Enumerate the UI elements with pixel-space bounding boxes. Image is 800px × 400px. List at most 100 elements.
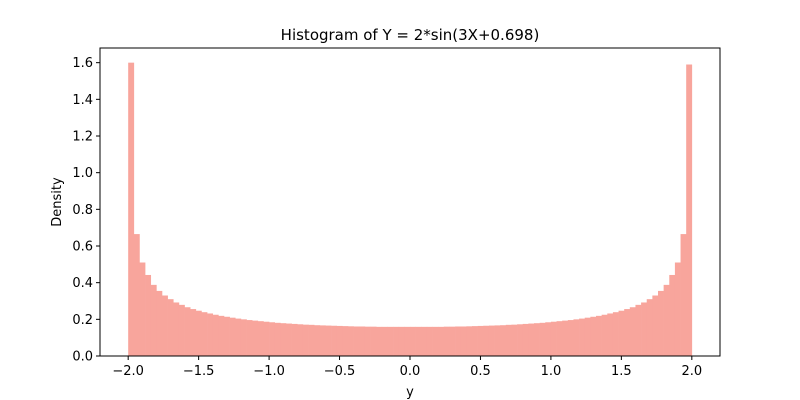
histogram-bar [297, 324, 304, 356]
histogram-bar [252, 320, 259, 356]
histogram-bar [646, 299, 653, 356]
histogram-bar [562, 320, 569, 356]
histogram-bar [528, 323, 535, 356]
y-tick-label: 0.6 [72, 240, 93, 255]
histogram-bar [218, 315, 225, 356]
histogram-bar [438, 326, 445, 356]
histogram-bar [590, 316, 597, 356]
histogram-bar [443, 326, 450, 356]
histogram-bar [376, 326, 383, 356]
histogram-bar [263, 321, 270, 356]
histogram-bar [319, 325, 326, 356]
x-tick-label: −0.5 [324, 364, 356, 379]
histogram-bar [432, 326, 439, 356]
histogram-bar [567, 320, 574, 356]
histogram-bar [393, 326, 400, 356]
histogram-bar [579, 318, 586, 356]
x-tick-label: −1.0 [253, 364, 285, 379]
histogram-bar [359, 326, 366, 356]
histogram-bar [150, 284, 157, 356]
histogram-bar [556, 321, 563, 356]
histogram-bar [511, 324, 518, 356]
histogram-bar [629, 307, 636, 356]
histogram-bar [421, 326, 428, 356]
histogram-bar [302, 324, 309, 356]
x-tick-label: −1.5 [183, 364, 215, 379]
histogram-bar [680, 234, 687, 356]
histogram-bar [398, 326, 405, 356]
histogram-bar [404, 326, 411, 356]
x-axis-label: y [406, 385, 414, 400]
histogram-bar [550, 321, 557, 356]
histogram-bar [269, 322, 276, 356]
plot-frame [99, 47, 721, 357]
histogram-bar [539, 322, 546, 356]
y-tick-label: 0.4 [72, 276, 93, 291]
histogram-bar [534, 323, 540, 356]
histogram-bar [596, 315, 602, 356]
y-tick-label: 1.2 [72, 130, 93, 145]
histogram-bar [195, 310, 202, 356]
histogram-bar [669, 274, 676, 356]
histogram-bar [178, 304, 185, 356]
histogram-bar [162, 295, 168, 356]
histogram-bar [477, 325, 484, 356]
histogram-bar [139, 262, 146, 356]
histogram-bar [494, 325, 501, 356]
histogram-bar [224, 316, 230, 356]
y-axis-label: Density [50, 177, 65, 227]
histogram-bar [573, 319, 580, 356]
histogram-bar [483, 325, 490, 356]
histogram-bar [686, 64, 693, 356]
histogram-bar [663, 284, 670, 356]
histogram-bar [601, 314, 608, 356]
y-tick-label: 1.0 [72, 166, 93, 181]
histogram-bar [274, 322, 281, 356]
histogram-bar [635, 304, 642, 356]
histogram-bar [167, 299, 174, 356]
histogram-bar [229, 317, 236, 356]
histogram-bar [173, 302, 180, 356]
histogram-bar [612, 312, 619, 356]
histogram-bar [207, 313, 214, 356]
histogram-bar [331, 325, 338, 356]
chart-title: Histogram of Y = 2*sin(3X+0.698) [281, 26, 540, 44]
histogram-bar [353, 326, 360, 356]
histogram-bar [387, 326, 394, 356]
histogram-bar [212, 314, 219, 356]
histogram-bar [342, 326, 349, 356]
x-tick-label: 0.5 [470, 364, 491, 379]
histogram-bar [291, 323, 298, 356]
histogram-bar [472, 326, 478, 356]
y-tick-label: 0.2 [72, 313, 93, 328]
histogram-bar [500, 325, 507, 356]
histogram-bar [584, 317, 591, 356]
histogram-bar [336, 325, 343, 356]
histogram-bar [308, 324, 315, 356]
histogram-bar [652, 295, 659, 356]
x-tick-label: 1.5 [611, 364, 632, 379]
histogram-bar [545, 322, 552, 356]
histogram-bar [325, 325, 332, 356]
histogram-bar [184, 307, 191, 356]
histogram-bar [235, 318, 242, 356]
histogram-bar [488, 325, 495, 356]
histogram-bar [607, 313, 614, 356]
y-tick-label: 0.0 [72, 350, 93, 365]
histogram-bar [156, 290, 163, 356]
histogram-bar [426, 326, 433, 356]
histogram-bar [145, 274, 152, 356]
histogram-bar [460, 326, 467, 356]
histogram-bars [128, 62, 693, 357]
histogram-bar [128, 62, 135, 357]
histogram-bar [280, 323, 287, 356]
histogram-bar [314, 325, 321, 356]
histogram-bar [449, 326, 456, 356]
histogram-bar [455, 326, 462, 356]
histogram-bar [364, 326, 371, 356]
histogram-bar [201, 312, 208, 356]
histogram-bar [522, 323, 529, 356]
histogram-bar [415, 326, 422, 356]
y-axis-ticks: 0.0 0.2 0.4 0.6 0.8 1.0 1.2 1.4 1.6 [72, 56, 100, 365]
